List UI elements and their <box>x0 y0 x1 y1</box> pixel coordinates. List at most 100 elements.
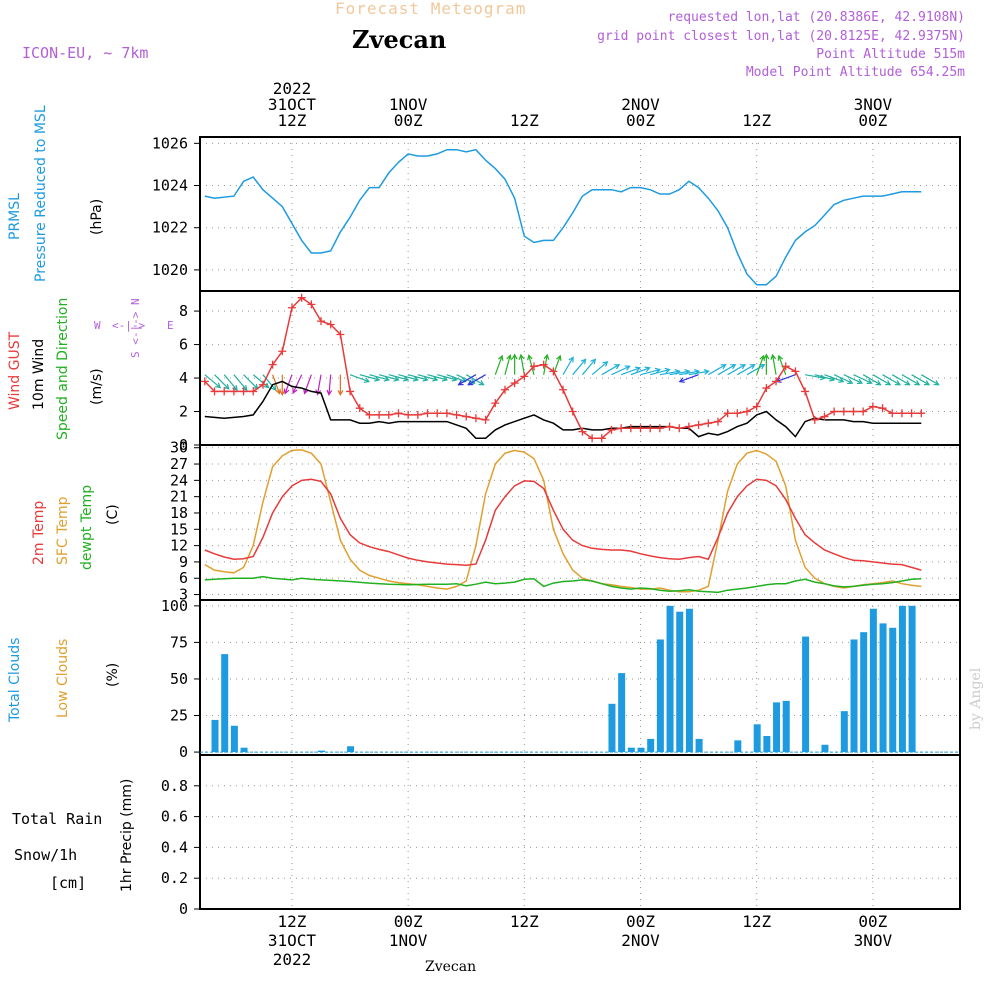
gust-marker <box>675 424 684 433</box>
wind-arrow-head <box>292 387 298 394</box>
gust-marker <box>462 412 471 421</box>
wind-arrow-shaft <box>233 374 248 391</box>
wind-arrow-shaft <box>814 374 835 381</box>
bottom-time-label: 12Z <box>742 912 771 931</box>
gust-marker <box>568 407 577 416</box>
panel-axis-label: (m/s) <box>89 368 105 405</box>
gust-marker <box>820 412 829 421</box>
cloud-bar <box>821 744 829 753</box>
wind-arrow-shaft <box>717 364 736 376</box>
top-time-label: 2NOV <box>621 95 660 114</box>
gust-marker <box>810 415 819 424</box>
wind-arrow-head <box>467 380 474 386</box>
legend-snow-unit: [cm] <box>50 874 87 892</box>
top-time-label: 31OCT <box>268 95 317 114</box>
wind-arrow-head <box>374 375 381 382</box>
gust-marker <box>375 410 384 419</box>
gust-marker <box>655 424 664 433</box>
wind-arrow-head <box>923 380 930 386</box>
cloud-bar <box>802 636 810 753</box>
wind-arrow-shaft <box>465 374 484 386</box>
panel-axis-label: Low Clouds <box>55 638 71 718</box>
gust-marker <box>365 410 374 419</box>
wind-arrow <box>204 374 222 389</box>
cloud-bar <box>695 738 703 753</box>
wind-arrow <box>707 364 727 376</box>
precip-axis-label: 1hr Precip (mm) <box>119 778 135 892</box>
y-tick-label: 25 <box>170 707 188 725</box>
wind-arrow-head <box>383 375 390 382</box>
cloud-bar <box>860 632 868 753</box>
y-tick-label: 12 <box>170 537 188 555</box>
wind-arrow-head <box>838 377 845 383</box>
wind-arrow-head <box>497 354 504 361</box>
wind-arrow-shaft <box>778 355 787 375</box>
wind-arrow <box>562 356 574 375</box>
y-tick-label: 0.4 <box>161 838 188 856</box>
wind-arrow <box>833 374 854 385</box>
gust-marker <box>200 377 209 386</box>
wind-arrow-shaft <box>562 357 574 375</box>
top-time-label: 00Z <box>858 111 887 130</box>
panel-axis-label: Speed and Direction <box>55 297 71 440</box>
wind-arrow-shaft <box>891 374 910 386</box>
wind-arrow-head <box>506 354 512 361</box>
panel-axis-label: PRMSL <box>7 193 23 240</box>
wind-arrow <box>727 364 747 376</box>
panel-axis-label: (C) <box>105 504 121 525</box>
bottom-time-label: 12Z <box>510 912 539 931</box>
cloud-bar <box>230 725 238 753</box>
wind-arrow-shaft <box>214 374 230 390</box>
wind-arrow-shaft <box>591 361 608 376</box>
wind-arrow-shaft <box>359 374 380 381</box>
gust-marker <box>801 387 810 396</box>
y-tick-label: 0 <box>179 743 188 761</box>
wind-arrow <box>407 374 429 382</box>
wind-arrow-shaft <box>223 374 238 391</box>
top-time-label: 1NOV <box>389 95 428 114</box>
wind-arrow-head <box>602 361 609 367</box>
wind-arrow-head <box>644 366 651 373</box>
wind-arrow-shaft <box>504 355 511 375</box>
wind-arrow-head <box>777 354 784 361</box>
cloud-bar <box>734 740 742 753</box>
gust-marker <box>520 372 529 381</box>
model-name: ICON-EU, ~ 7km <box>22 44 149 62</box>
wind-arrow-head <box>914 380 921 386</box>
cloud-bar <box>608 703 616 753</box>
compass-west: W <box>94 319 101 332</box>
gust-marker <box>781 362 790 371</box>
wind-arrow <box>337 374 344 396</box>
gust-marker <box>859 407 868 416</box>
wind-arrow-shaft <box>417 374 438 381</box>
gust-marker <box>539 360 548 369</box>
wind-arrow-head <box>720 364 727 370</box>
wind-arrow <box>620 366 642 376</box>
gust-marker <box>772 377 781 386</box>
gust-marker <box>626 424 635 433</box>
top-time-label: 00Z <box>394 111 423 130</box>
wind-arrow-head <box>511 353 518 360</box>
y-tick-label: 75 <box>170 633 188 651</box>
wind-arrow <box>901 374 921 386</box>
y-tick-label: 1024 <box>152 177 188 195</box>
wind-arrow <box>214 374 230 390</box>
wind-arrow-head <box>478 380 485 386</box>
y-tick-label: 0.6 <box>161 808 188 826</box>
gust-marker <box>326 320 335 329</box>
wind-arrow-shaft <box>901 374 920 386</box>
wind-arrow-head <box>614 364 621 370</box>
wind-arrow <box>262 374 277 391</box>
wind-arrow-shaft <box>458 374 477 386</box>
wind-arrow-shaft <box>252 374 269 389</box>
panel-axis-label: (%) <box>105 662 121 687</box>
cloud-bar <box>211 719 219 753</box>
cloud-bar <box>908 605 916 753</box>
wind-arrow-head <box>749 364 756 370</box>
y-tick-label: 9 <box>179 553 188 571</box>
legend-snow: Snow/1h <box>14 846 78 864</box>
wind-arrow-shaft <box>316 374 322 395</box>
wind-arrow-head <box>412 375 419 382</box>
wind-arrow-head <box>580 358 587 365</box>
wind-arrow-head <box>422 375 429 382</box>
